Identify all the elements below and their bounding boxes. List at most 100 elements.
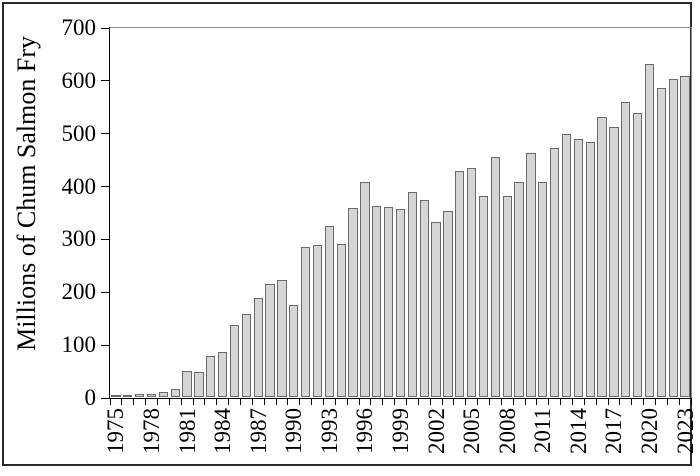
x-tick <box>500 399 502 405</box>
x-tick-label-1990: 1990 <box>281 408 307 454</box>
x-tick-label-1996: 1996 <box>352 408 378 454</box>
x-tick <box>156 399 158 405</box>
x-tick <box>643 399 645 405</box>
bar-1994 <box>336 244 346 397</box>
bar-1986 <box>241 314 251 397</box>
bar-1976 <box>123 394 133 397</box>
y-tick-100 <box>101 344 109 346</box>
bar-1992 <box>312 244 323 397</box>
x-tick-label-2014: 2014 <box>565 408 591 454</box>
y-tick-label-700: 700 <box>61 15 97 40</box>
x-tick <box>678 399 680 405</box>
y-tick-600 <box>101 80 109 82</box>
bar-2018 <box>621 102 631 397</box>
bar-2020 <box>644 64 655 397</box>
x-tick <box>619 399 621 405</box>
bar-1991 <box>301 246 311 397</box>
x-tick <box>524 399 526 405</box>
x-tick <box>109 399 111 405</box>
x-tick <box>334 399 336 405</box>
x-tick <box>204 399 206 405</box>
bar-1993 <box>324 226 334 397</box>
y-tick-700 <box>101 27 109 29</box>
bar-1978 <box>146 393 157 397</box>
x-tick-label-2023: 2023 <box>672 408 698 454</box>
x-tick <box>405 399 407 405</box>
bar-2012 <box>550 148 560 397</box>
bar-2008 <box>502 196 512 397</box>
x-tick <box>216 399 218 405</box>
bar-2001 <box>419 200 429 397</box>
x-tick-label-2005: 2005 <box>459 408 485 454</box>
x-tick <box>370 399 372 405</box>
x-tick <box>382 399 384 405</box>
bar-2019 <box>633 112 643 397</box>
bar-1975 <box>111 394 121 397</box>
x-tick <box>607 399 609 405</box>
bar-2007 <box>490 156 500 397</box>
x-tick <box>477 399 479 405</box>
y-tick-label-0: 0 <box>84 385 97 410</box>
bar-2023 <box>680 75 690 397</box>
x-tick <box>441 399 443 405</box>
x-tick <box>192 399 194 405</box>
x-tick <box>631 399 633 405</box>
bar-2010 <box>526 153 536 397</box>
bar-2016 <box>597 117 607 397</box>
x-tick <box>275 399 277 405</box>
x-tick <box>512 399 514 405</box>
y-tick-label-100: 100 <box>61 332 97 358</box>
y-tick-500 <box>101 133 109 135</box>
bar-1995 <box>348 208 358 397</box>
bar-1998 <box>384 206 394 397</box>
bar-1996 <box>360 182 370 397</box>
x-tick <box>322 399 324 405</box>
x-tick-label-2008: 2008 <box>494 408 520 454</box>
x-tick-label-1981: 1981 <box>174 408 200 454</box>
x-tick <box>571 399 573 405</box>
x-tick <box>133 399 135 405</box>
x-tick <box>358 399 360 405</box>
bar-1999 <box>395 208 406 397</box>
y-tick-label-200: 200 <box>61 279 97 305</box>
bar-1988 <box>265 284 275 397</box>
plot-area: 0 100 200 300 400 500 600 700 1975 1978 1981 1984 1… <box>62 15 698 454</box>
x-tick-label-1993: 1993 <box>316 408 342 454</box>
y-tick-label-400: 400 <box>61 173 97 199</box>
x-tick-label-2011: 2011 <box>530 408 556 454</box>
y-tick-300 <box>101 238 109 240</box>
x-tick <box>263 399 265 405</box>
bar-2015 <box>585 142 595 397</box>
x-tick-label-1978: 1978 <box>139 408 164 454</box>
x-tick <box>488 399 490 405</box>
bar-2022 <box>668 79 678 397</box>
x-tick <box>299 399 301 405</box>
x-tick <box>180 399 182 405</box>
x-tick <box>595 399 597 405</box>
bar-2017 <box>609 126 619 397</box>
bar-1987 <box>253 297 263 397</box>
bar-1984 <box>218 352 228 397</box>
y-tick-0 <box>101 397 109 399</box>
x-tick <box>168 399 170 405</box>
bar-2003 <box>443 210 453 397</box>
bar-2021 <box>656 87 666 397</box>
x-tick <box>465 399 467 405</box>
bar-1983 <box>206 355 216 397</box>
x-tick <box>429 399 431 405</box>
bar-2014 <box>573 138 583 397</box>
bar-1977 <box>135 394 145 397</box>
y-tick-label-300: 300 <box>61 226 97 252</box>
x-tick <box>228 399 230 405</box>
plot-right-spine <box>691 27 692 399</box>
x-tick <box>690 399 692 405</box>
y-tick-400 <box>101 186 109 188</box>
bar-1990 <box>289 305 299 397</box>
bar-2006 <box>478 196 489 397</box>
bar-1989 <box>277 280 287 397</box>
bar-2011 <box>538 182 548 397</box>
x-tick <box>121 399 123 405</box>
bar-2013 <box>561 134 572 397</box>
x-tick <box>311 399 313 405</box>
